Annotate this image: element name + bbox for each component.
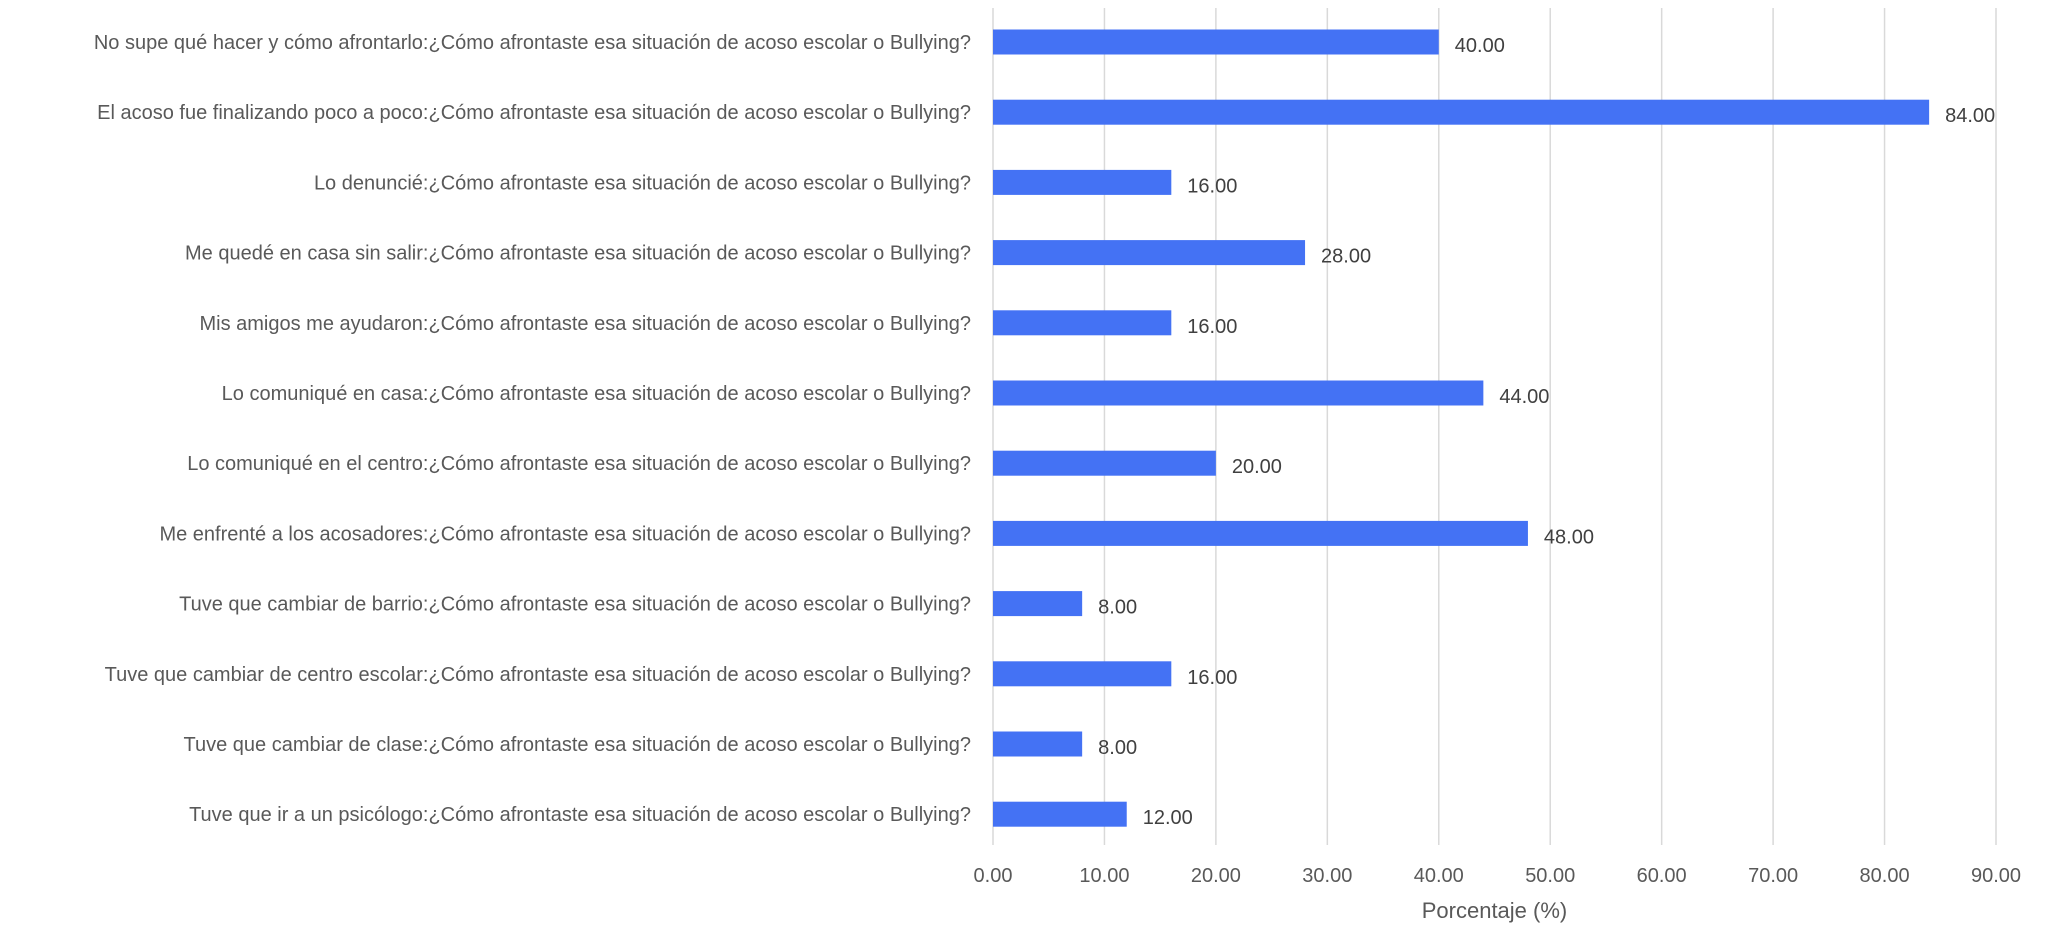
bar [993, 99, 1930, 125]
x-tick-label: 0.00 [974, 865, 1013, 887]
x-tick-label: 20.00 [1191, 865, 1241, 887]
data-label: 16.00 [1187, 316, 1237, 338]
data-label: 20.00 [1232, 456, 1282, 478]
data-label: 12.00 [1143, 807, 1193, 829]
category-label: Tuve que cambiar de centro escolar:¿Cómo… [105, 664, 971, 686]
bar [993, 310, 1172, 336]
category-labels: No supe qué hacer y cómo afrontarlo:¿Cóm… [94, 32, 971, 826]
category-label: Me enfrenté a los acosadores:¿Cómo afron… [159, 523, 971, 545]
category-label: Lo comuniqué en el centro:¿Cómo afrontas… [187, 453, 971, 475]
x-axis-ticks: 0.00 10.00 20.00 30.00 40.00 50.00 60.00 70.00 8… [974, 865, 2022, 887]
data-label: 40.00 [1455, 35, 1505, 57]
data-label: 16.00 [1187, 667, 1237, 689]
x-tick-label: 80.00 [1860, 865, 1910, 887]
x-axis-title: Porcentaje (%) [1422, 898, 1568, 923]
data-label: 16.00 [1187, 175, 1237, 197]
bar [993, 380, 1484, 406]
category-label: Tuve que cambiar de barrio:¿Cómo afronta… [179, 594, 971, 616]
category-label: Lo comuniqué en casa:¿Cómo afrontaste es… [222, 383, 971, 405]
bar [993, 240, 1306, 266]
x-tick-label: 60.00 [1637, 865, 1687, 887]
bar [993, 520, 1528, 546]
bar [993, 731, 1083, 757]
category-label: Tuve que ir a un psicólogo:¿Cómo afronta… [189, 804, 971, 826]
category-label: Mis amigos me ayudaron:¿Cómo afrontaste … [199, 313, 971, 335]
bar [993, 591, 1083, 617]
data-label: 28.00 [1321, 246, 1371, 268]
x-tick-label: 90.00 [1971, 865, 2021, 887]
data-label: 8.00 [1098, 597, 1137, 619]
bar [993, 450, 1216, 476]
data-label: 48.00 [1544, 526, 1594, 548]
x-tick-label: 70.00 [1748, 865, 1798, 887]
category-label: No supe qué hacer y cómo afrontarlo:¿Cóm… [94, 32, 971, 54]
category-label: El acoso fue finalizando poco a poco:¿Có… [97, 102, 971, 124]
x-tick-label: 40.00 [1414, 865, 1464, 887]
gridlines [992, 8, 1997, 845]
bar [993, 801, 1127, 827]
x-tick-label: 30.00 [1302, 865, 1352, 887]
bar [993, 169, 1172, 195]
data-label: 8.00 [1098, 737, 1137, 759]
category-label: Lo denuncié:¿Cómo afrontaste esa situaci… [314, 172, 971, 194]
data-label: 44.00 [1499, 386, 1549, 408]
bar [993, 29, 1439, 55]
bars [993, 29, 1930, 827]
data-label: 84.00 [1945, 105, 1995, 127]
x-tick-label: 10.00 [1079, 865, 1129, 887]
bar [993, 661, 1172, 687]
category-label: Me quedé en casa sin salir:¿Cómo afronta… [185, 243, 971, 265]
value-labels: 40.00 84.00 16.00 28.00 16.00 44.00 20.00 48.00… [1098, 35, 1995, 829]
x-tick-label: 50.00 [1525, 865, 1575, 887]
category-label: Tuve que cambiar de clase:¿Cómo afrontas… [184, 734, 971, 756]
